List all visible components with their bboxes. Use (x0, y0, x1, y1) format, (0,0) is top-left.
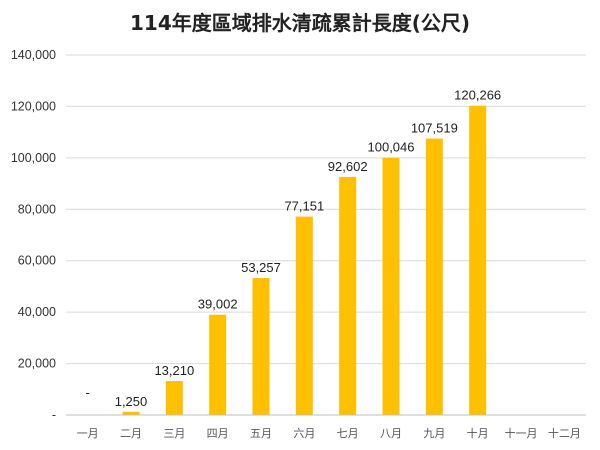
data-label: 107,519 (411, 121, 458, 136)
bar (469, 105, 487, 415)
data-label: 13,210 (154, 363, 194, 378)
y-axis-ticks: - 20,000 40,000 60,000 80,000 100,000 120,000 1… (11, 48, 56, 422)
x-tick-label: 十月 (467, 426, 489, 440)
x-axis-ticks: 一月 二月 三月 四月 五月 六月 七月 八月 九月 十月 十一月 十二月 (77, 426, 581, 440)
data-label: 1,250 (115, 394, 148, 409)
x-tick-label: 十二月 (548, 426, 581, 440)
data-label: 100,046 (368, 140, 415, 155)
data-label: 53,257 (241, 260, 281, 275)
x-tick-label: 二月 (120, 427, 142, 440)
y-tick-label: 20,000 (18, 357, 56, 371)
gridlines (66, 54, 586, 365)
bar (425, 138, 443, 415)
x-tick-label: 九月 (423, 427, 445, 440)
y-tick-label: 80,000 (18, 202, 56, 216)
y-tick-label: 120,000 (11, 99, 56, 113)
bar (382, 157, 400, 415)
data-labels: - 1,250 13,210 39,002 53,257 77,151 92,602100,… (85, 88, 501, 409)
y-tick-label: 100,000 (11, 151, 56, 165)
bars (122, 105, 487, 415)
x-tick-label: 三月 (163, 427, 185, 440)
bar (209, 314, 227, 415)
data-label: - (85, 385, 89, 400)
data-label: 92,602 (328, 159, 368, 174)
chart-title: 114年度區域排水清疏累計長度(公尺) (130, 11, 470, 35)
x-tick-label: 六月 (293, 427, 315, 440)
x-tick-label: 一月 (77, 427, 99, 440)
bar (165, 381, 183, 415)
data-label: 120,266 (454, 88, 501, 103)
x-tick-label: 五月 (250, 427, 272, 440)
y-tick-label: - (52, 408, 56, 422)
y-tick-label: 140,000 (11, 48, 56, 62)
data-label: 77,151 (284, 199, 324, 214)
bar (122, 411, 140, 415)
y-tick-label: 60,000 (18, 254, 56, 268)
x-tick-label: 四月 (207, 427, 229, 440)
y-tick-label: 40,000 (18, 305, 56, 319)
data-label: 39,002 (198, 297, 238, 312)
x-tick-label: 七月 (337, 427, 359, 440)
bar (339, 176, 357, 415)
bar (295, 216, 313, 415)
x-tick-label: 八月 (380, 427, 402, 440)
bar (252, 278, 270, 415)
x-tick-label: 十一月 (505, 426, 538, 440)
